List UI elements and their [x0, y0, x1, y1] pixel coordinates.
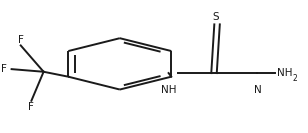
Text: S: S [213, 12, 219, 22]
Text: F: F [18, 35, 24, 45]
Text: 2: 2 [293, 74, 298, 83]
Text: NH: NH [161, 85, 177, 95]
Text: F: F [28, 102, 34, 112]
Text: NH: NH [277, 68, 292, 78]
Text: N: N [254, 85, 261, 95]
Text: F: F [1, 64, 7, 74]
